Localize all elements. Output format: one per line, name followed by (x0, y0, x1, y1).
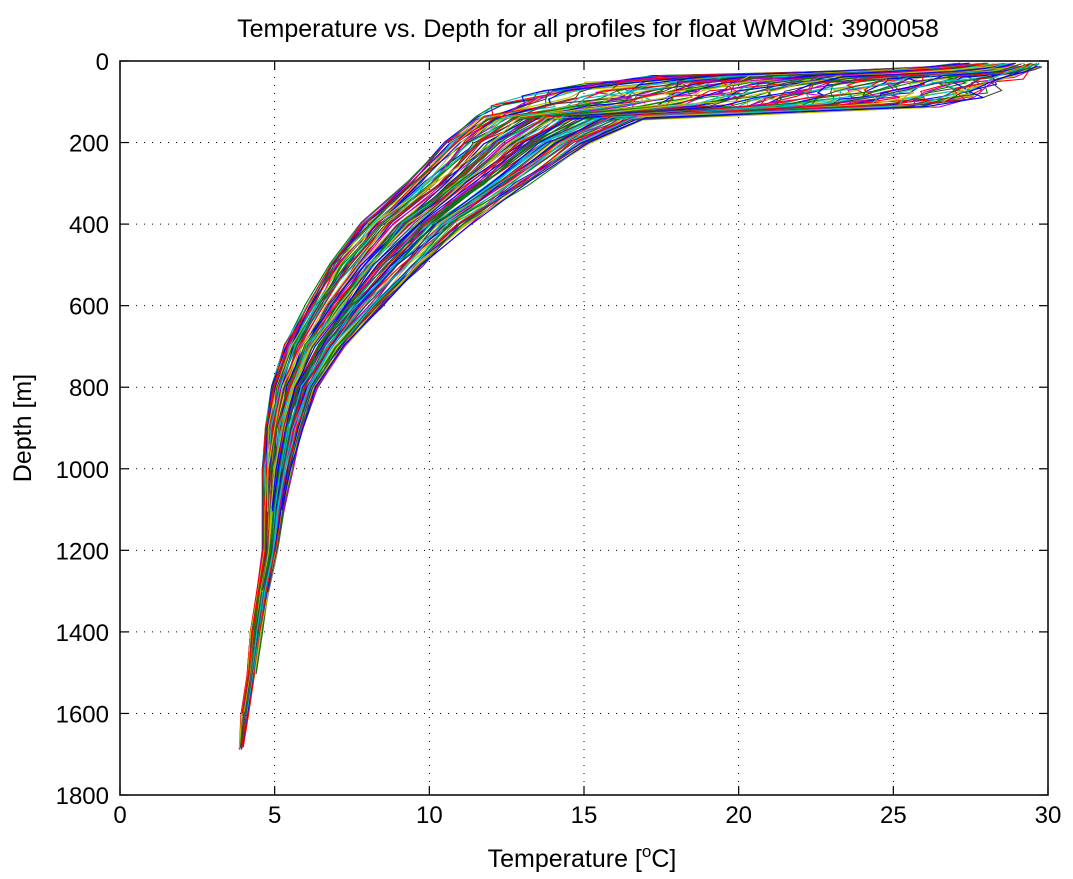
profile-line (283, 66, 1042, 512)
profile-line (264, 65, 976, 551)
y-tick-label: 800 (69, 375, 109, 402)
x-axis-label-suffix: C] (651, 845, 676, 873)
y-tick-label: 1200 (56, 538, 109, 565)
y-tick-label: 600 (69, 294, 109, 321)
x-tick-label: 15 (571, 802, 598, 829)
profile-line (241, 63, 985, 714)
profile-line (246, 63, 1022, 715)
x-tick-label: 10 (416, 802, 443, 829)
profile-line (275, 65, 1015, 510)
x-tick-label: 5 (268, 802, 281, 829)
y-tick-label: 1400 (56, 620, 109, 647)
x-axis-label-prefix: Temperature [ (488, 845, 642, 873)
x-tick-label: 0 (113, 802, 126, 829)
profile-line (268, 65, 989, 552)
profile-line (240, 65, 997, 750)
axis-ticks: 0 5 10 15 20 25 30 0 200 400 600 800 1000 1200 1400 160… (56, 49, 1062, 829)
y-tick-label: 1600 (56, 701, 109, 728)
x-tick-label: 25 (880, 802, 907, 829)
x-axis-label: Temperature [oC] (488, 842, 677, 873)
y-tick-label: 400 (69, 212, 109, 239)
profile-lines (238, 62, 1043, 750)
x-tick-label: 20 (725, 802, 752, 829)
profile-line (246, 64, 1026, 715)
y-axis-label: Depth [m] (9, 374, 37, 482)
profile-line (267, 66, 1043, 593)
y-tick-label: 1000 (56, 457, 109, 484)
y-tick-label: 200 (69, 131, 109, 158)
profile-line (286, 65, 1019, 469)
profile-line (249, 66, 981, 674)
profile-line (281, 65, 1038, 510)
x-tick-label: 30 (1035, 802, 1062, 829)
y-tick-label: 0 (96, 49, 109, 76)
y-tick-label: 1800 (56, 783, 109, 810)
profile-line (269, 63, 1013, 551)
chart-title: Temperature vs. Depth for all profiles f… (237, 15, 939, 43)
profile-line (281, 65, 1028, 469)
x-axis-label-degree: o (642, 842, 651, 861)
